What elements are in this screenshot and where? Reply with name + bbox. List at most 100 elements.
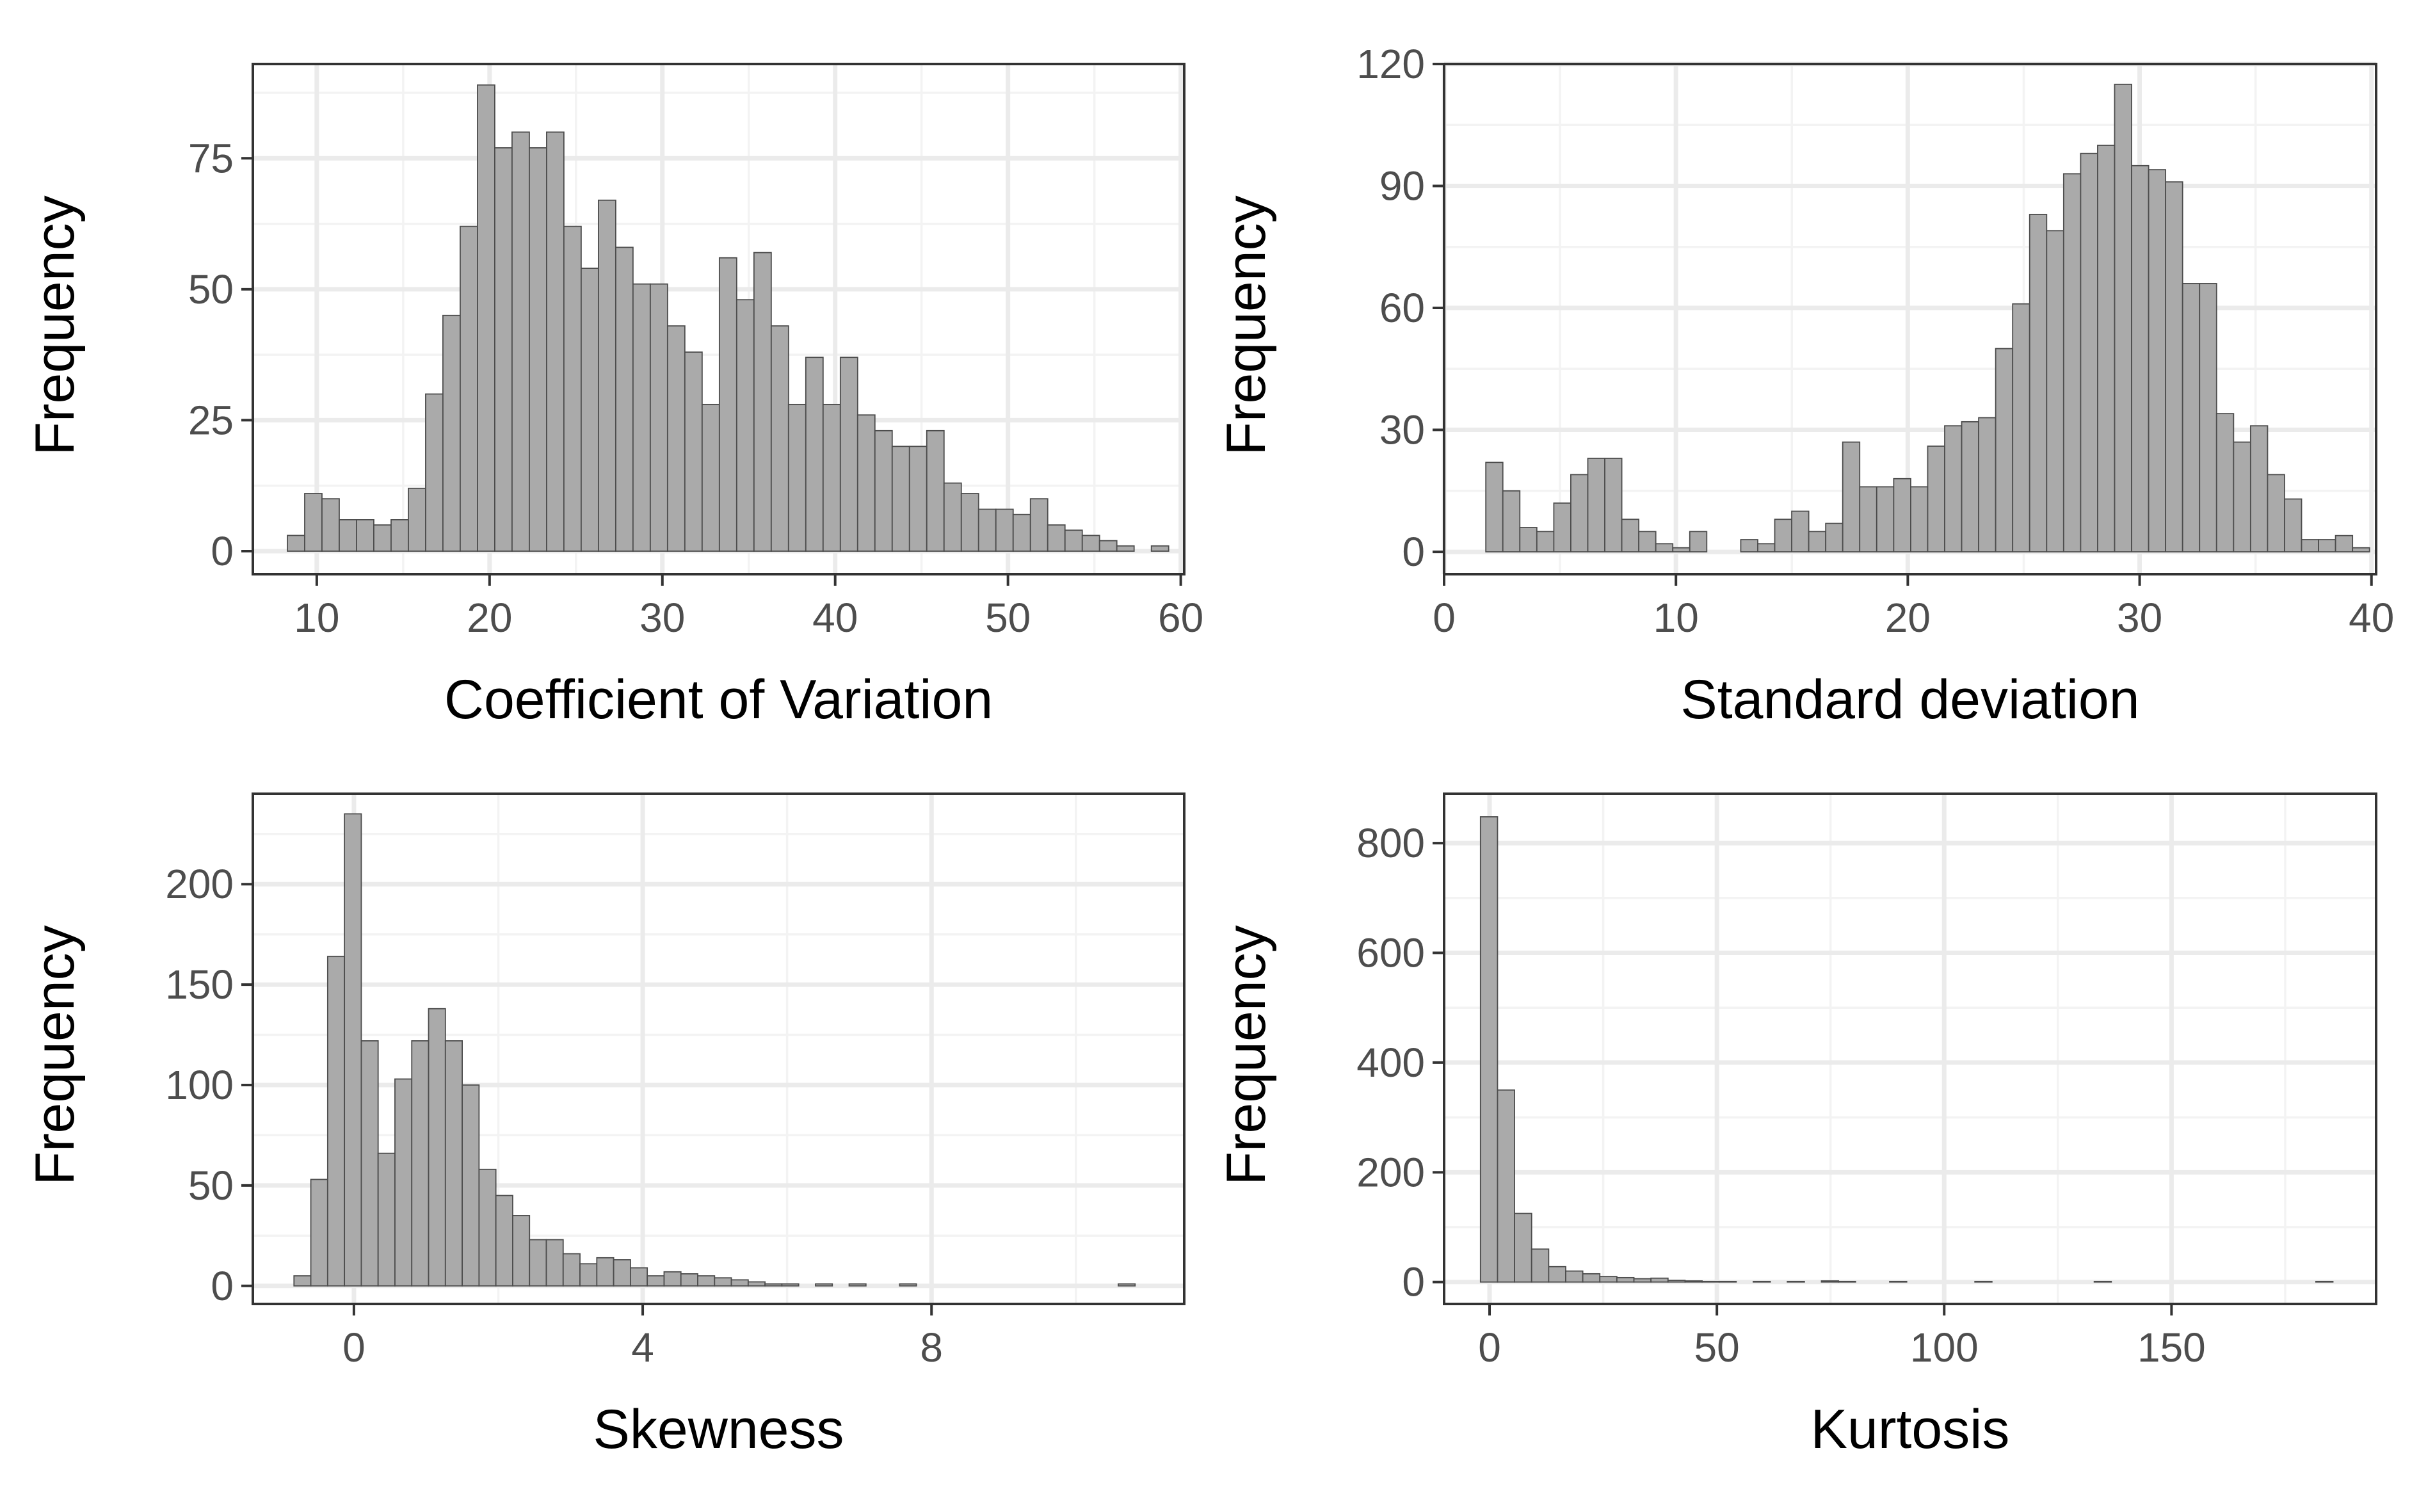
y-tick-label: 50 [188, 1162, 234, 1209]
histogram-bar [1689, 531, 1708, 552]
histogram-bar [494, 147, 513, 552]
histogram-bar [1808, 531, 1827, 552]
histogram-bar [1842, 441, 1861, 552]
panel-border [1443, 63, 2377, 575]
histogram-bar [596, 1257, 615, 1287]
y-axis-title: Frequency [1216, 925, 1277, 1185]
histogram-bar [2335, 535, 2354, 552]
histogram-bar [1502, 490, 1521, 552]
histogram-bar [310, 1178, 328, 1287]
histogram-bar [1536, 531, 1555, 552]
histogram-bar [546, 131, 565, 552]
histogram-bar [1548, 1266, 1566, 1283]
histogram-bar [2215, 413, 2235, 552]
histogram-bar [373, 524, 392, 552]
histogram-bar [2012, 303, 2030, 552]
histogram-bar [304, 493, 323, 552]
histogram-bar [1893, 478, 1911, 552]
histogram-bar [545, 1239, 564, 1287]
histogram-bar [1150, 545, 1169, 552]
histogram-bar [1859, 486, 1877, 552]
histogram-bar [839, 357, 858, 552]
y-tick-label: 60 [1379, 285, 1425, 331]
y-tick-label: 400 [1356, 1040, 1425, 1086]
histogram-bar [1995, 348, 2014, 552]
histogram-bar [1757, 543, 1776, 552]
panel-kurtosis: 0 50 100 150 0 200 400 600 800 Kurtosis Frequency [1216, 792, 2377, 1460]
histogram-bar [822, 403, 841, 552]
histogram-bar [1616, 1276, 1635, 1283]
x-tick-label: 50 [985, 595, 1031, 641]
histogram-bar [701, 403, 720, 552]
x-axis-title: Kurtosis [1811, 1399, 2010, 1460]
histogram-bar [1961, 421, 1979, 552]
histogram-bar [629, 1267, 648, 1287]
histogram-bar [1825, 522, 1844, 552]
x-axis-title: Skewness [593, 1399, 844, 1460]
histogram-bar [926, 430, 945, 552]
y-tick-label: 200 [1356, 1149, 1425, 1195]
histogram-bar [1927, 446, 1945, 552]
histogram-bar [1621, 519, 1640, 552]
histogram-bar [1012, 513, 1031, 552]
y-tick-label: 120 [1356, 41, 1425, 87]
x-tick-label: 0 [1478, 1324, 1501, 1371]
histogram-bar [512, 1215, 531, 1287]
x-tick-label: 0 [1433, 595, 1456, 641]
histogram-bar [2318, 539, 2336, 552]
x-tick-label: 100 [1910, 1324, 1979, 1371]
histogram-bar [1553, 502, 1571, 552]
histogram-bar [874, 430, 893, 552]
y-tick-label: 150 [165, 961, 234, 1008]
histogram-bar [1820, 1280, 1840, 1283]
histogram-bar [1098, 540, 1118, 552]
y-tick-label: 30 [1379, 407, 1425, 453]
histogram-bar [1655, 543, 1674, 552]
histogram-bar [1485, 462, 1504, 552]
histogram-bar [597, 199, 616, 552]
histogram-bar [647, 1275, 665, 1287]
y-tick-label: 90 [1379, 163, 1425, 209]
histogram-bar [908, 446, 928, 552]
histogram-bar [1531, 1248, 1550, 1283]
histogram-bar [680, 1273, 698, 1287]
histogram-bar [444, 1040, 463, 1287]
histogram-bar [408, 487, 426, 552]
histogram-bar [460, 225, 478, 552]
histogram-bar [1116, 545, 1135, 552]
y-tick-label: 600 [1356, 930, 1425, 976]
x-tick-label: 8 [920, 1324, 943, 1371]
panel-border [252, 792, 1185, 1305]
histogram-bar [770, 325, 789, 552]
histogram-bar [995, 508, 1014, 552]
histogram-bar [529, 147, 547, 552]
histogram-bar [1774, 519, 1792, 552]
histogram-bar [613, 1259, 631, 1287]
x-axis-title: Standard deviation [1680, 669, 2139, 730]
x-tick-label: 150 [2137, 1324, 2206, 1371]
histogram-bar [356, 519, 374, 552]
histogram-bar [632, 283, 651, 552]
histogram-bar [339, 519, 357, 552]
histogram-bar [2062, 173, 2082, 552]
histogram-bar [477, 84, 495, 552]
histogram-bar [390, 519, 409, 552]
y-tick-label: 25 [188, 397, 234, 443]
y-axis-title: Frequency [1216, 195, 1277, 455]
panel-skewness: 0 4 8 0 50 100 150 200 Skewness Frequency [24, 792, 1185, 1460]
bars [287, 84, 1169, 552]
histogram-bar [1118, 1283, 1136, 1287]
y-tick-label: 800 [1356, 820, 1425, 866]
histogram-bar [293, 1275, 312, 1287]
x-tick-label: 0 [342, 1324, 366, 1371]
histogram-bar [511, 131, 530, 552]
histogram-bar [1978, 417, 1997, 552]
y-tick-label: 0 [1402, 1259, 1425, 1305]
histogram-bar [787, 403, 807, 552]
histogram-bar [615, 246, 634, 552]
histogram-bar [815, 1283, 833, 1287]
histogram-bar [718, 257, 737, 552]
histogram-bar [287, 535, 305, 552]
histogram-bar [563, 225, 582, 552]
